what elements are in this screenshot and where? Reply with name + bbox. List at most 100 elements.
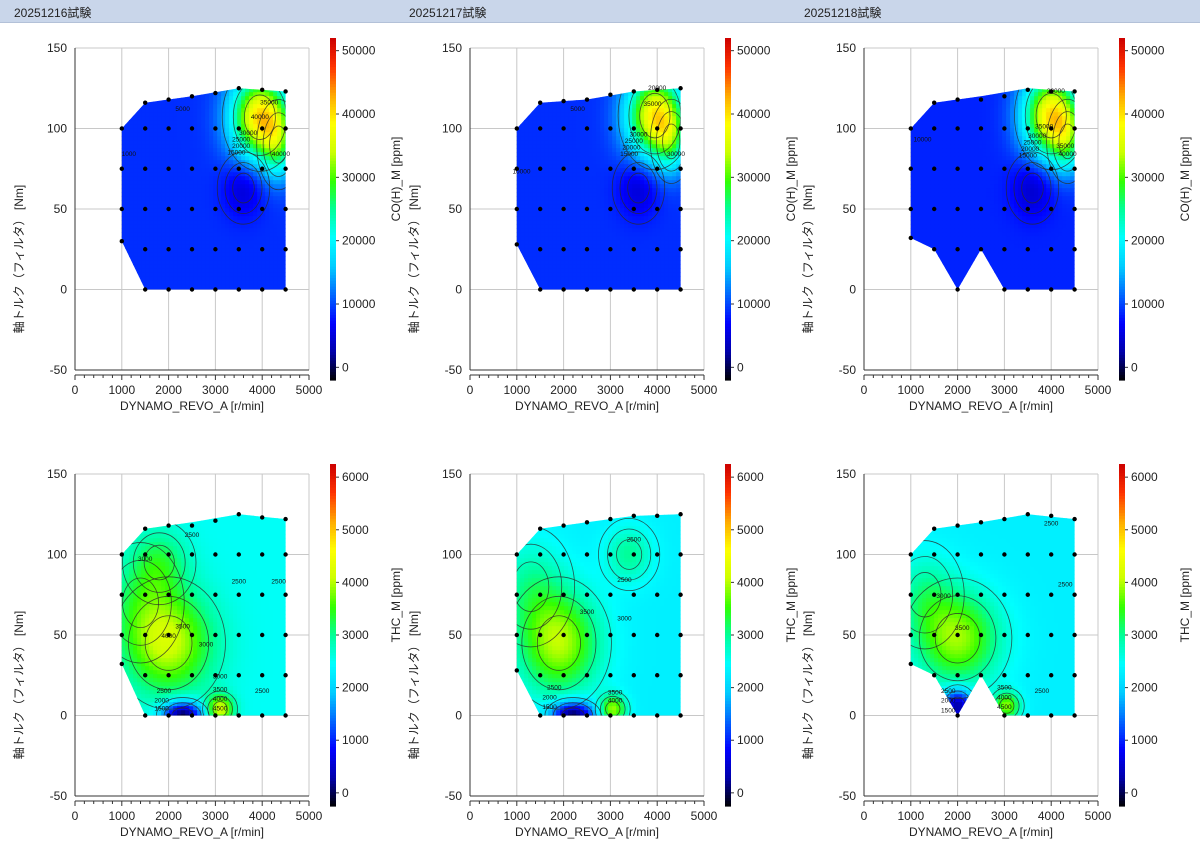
colorbar-segment: [1119, 749, 1125, 753]
colorbar-segment: [1119, 223, 1125, 227]
colorbar-segment: [725, 180, 731, 184]
colorbar-segment: [1119, 620, 1125, 625]
colorbar-segment: [1119, 740, 1125, 744]
colorbar-segment: [330, 294, 336, 298]
measurement-point: [608, 206, 613, 212]
measurement-point: [561, 713, 566, 718]
contour-line: [910, 556, 954, 634]
measurement-point: [908, 206, 913, 212]
measurement-point: [283, 632, 288, 638]
colorbar-tick-label: 1000: [1131, 733, 1158, 747]
measurement-point: [260, 126, 265, 131]
colorbar-segment: [330, 572, 336, 576]
contour-label: 3500: [608, 690, 623, 697]
colorbar-segment: [725, 203, 731, 207]
colorbar-segment: [1119, 595, 1125, 599]
measurement-point: [166, 632, 171, 638]
y-tick-label: 0: [455, 709, 462, 723]
colorbar-tick-label: 50000: [1131, 44, 1165, 58]
colorbar-segment: [330, 786, 336, 790]
colorbar-segment: [1119, 731, 1125, 736]
colorbar-segment: [330, 95, 336, 99]
colorbar-segment: [725, 498, 731, 502]
colorbar-segment: [1119, 586, 1125, 590]
colorbar-segment: [1119, 197, 1125, 202]
measurement-point: [514, 592, 519, 597]
y-axis-label: 軸トルク（フィルタ） [Nm]: [12, 185, 26, 333]
measurement-point: [631, 632, 636, 638]
colorbar-segment: [330, 466, 336, 471]
colorbar-tick-label: 10000: [1131, 297, 1165, 311]
x-tick-label: 3000: [202, 383, 229, 397]
contour-label: 1500: [542, 704, 557, 711]
contour-line: [649, 98, 681, 184]
measurement-point: [236, 247, 241, 252]
contour-line: [207, 695, 233, 716]
colorbar-segment: [330, 146, 336, 150]
colorbar-segment: [1119, 509, 1125, 514]
colorbar-segment: [725, 549, 731, 553]
contour-label: 2000: [154, 698, 169, 705]
colorbar-segment: [1119, 763, 1125, 767]
colorbar-segment: [725, 163, 731, 167]
colorbar-segment: [1119, 129, 1125, 133]
colorbar-segment: [1119, 526, 1125, 531]
measurement-point: [678, 206, 683, 212]
measurement-point: [655, 592, 660, 597]
measurement-point: [908, 235, 913, 241]
colorbar-segment: [725, 569, 731, 573]
colorbar-segment: [330, 251, 336, 256]
measurement-point: [236, 86, 241, 91]
colorbar-segment: [330, 583, 336, 588]
colorbar-segment: [725, 580, 731, 585]
colorbar-segment: [330, 595, 336, 599]
colorbar-segment: [725, 288, 731, 293]
colorbar-segment: [1119, 174, 1125, 179]
colorbar-segment: [725, 566, 731, 571]
colorbar-segment: [330, 620, 336, 625]
colorbar-segment: [725, 543, 731, 548]
colorbar-segment: [1119, 186, 1125, 190]
measurement-point: [608, 126, 613, 131]
colorbar-segment: [725, 129, 731, 133]
colorbar-segment: [1119, 686, 1125, 690]
colorbar-segment: [1119, 189, 1125, 193]
colorbar-segment: [725, 521, 731, 525]
colorbar-tick-label: 30000: [342, 170, 376, 184]
colorbar-segment: [1119, 629, 1125, 633]
measurement-point: [213, 90, 218, 96]
measurement-point: [1072, 592, 1077, 597]
colorbar-segment: [330, 191, 336, 196]
y-axis-label: 軸トルク（フィルタ） [Nm]: [407, 611, 421, 759]
header-bar: 20251216試験 20251217試験 20251218試験: [0, 0, 1200, 23]
heatmap-field: [516, 514, 681, 716]
measurement-point: [119, 166, 125, 171]
y-tick-label: 50: [54, 202, 68, 216]
colorbar-segment: [1119, 720, 1125, 724]
y-tick-label: 100: [836, 122, 856, 136]
colorbar-segment: [725, 92, 731, 96]
measurement-point: [608, 632, 613, 638]
measurement-point: [655, 713, 660, 718]
measurement-point: [236, 592, 241, 597]
colorbar-segment: [1119, 603, 1125, 608]
colorbar-segment: [725, 371, 731, 375]
colorbar-segment: [330, 154, 336, 159]
colorbar-segment: [725, 649, 731, 653]
colorbar-segment: [1119, 503, 1125, 508]
y-tick-label: 0: [849, 283, 856, 297]
measurement-point: [932, 100, 937, 105]
measurement-point: [283, 673, 288, 678]
colorbar-segment: [330, 669, 336, 673]
colorbar-segment: [725, 472, 731, 476]
colorbar-segment: [330, 635, 336, 639]
measurement-point: [678, 512, 683, 517]
colorbar-segment: [330, 737, 336, 742]
measurement-point: [213, 673, 218, 678]
colorbar-segment: [725, 223, 731, 227]
contour-label: 2000: [941, 698, 956, 705]
contour-label: 40000: [251, 114, 269, 121]
measurement-point: [1002, 287, 1007, 292]
measurement-point: [166, 206, 171, 212]
colorbar-segment: [725, 646, 731, 650]
